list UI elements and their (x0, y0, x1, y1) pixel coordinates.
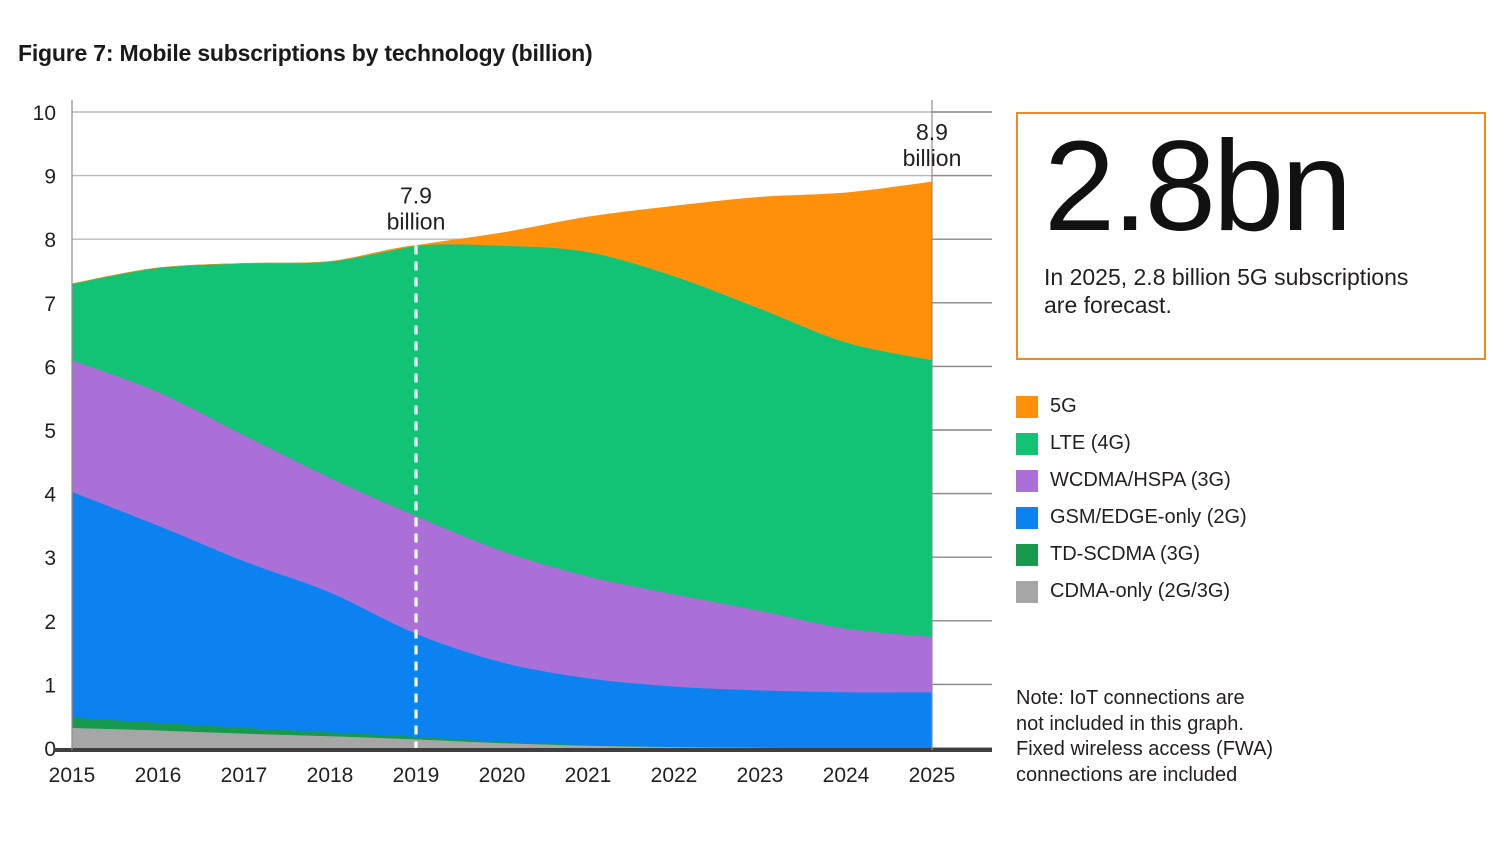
chart-legend: 5G LTE (4G) WCDMA/HSPA (3G) GSM/EDGE-only (… (1016, 388, 1486, 610)
annotation-2025-unit: billion (903, 145, 962, 171)
y-axis-tick-label: 2 (44, 611, 56, 634)
legend-item: GSM/EDGE-only (2G) (1016, 499, 1486, 536)
x-axis-tick-label: 2018 (307, 764, 354, 787)
x-axis-tick-label: 2017 (221, 764, 268, 787)
callout-box: 2.8bn In 2025, 2.8 billion 5G subscripti… (1016, 112, 1486, 360)
x-axis-tick-label: 2020 (479, 764, 526, 787)
chart-container: 0 1 2 3 4 5 6 7 8 9 10 2015 2016 2017 2018 2019 2020 202… (0, 88, 1010, 788)
annotation-2019-unit: billion (387, 209, 446, 235)
y-axis-tick-label: 8 (44, 229, 56, 252)
callout-figure: 2.8bn (1044, 115, 1352, 258)
note-line-2: not included in this graph. (1016, 712, 1244, 735)
y-axis-tick-label: 10 (33, 102, 56, 125)
legend-item-label: 5G (1050, 395, 1077, 417)
y-axis-tick-label: 3 (44, 547, 56, 570)
legend-item-label: TD-SCDMA (3G) (1050, 543, 1200, 565)
x-axis-tick-label: 2022 (651, 764, 698, 787)
chart-area-series (71, 181, 933, 749)
stacked-area-chart: 0 1 2 3 4 5 6 7 8 9 10 2015 2016 2017 2018 2019 2020 202… (33, 100, 992, 787)
y-axis-labels: 0 1 2 3 4 5 6 7 8 9 10 (33, 102, 57, 761)
legend-swatch-icon (1016, 395, 1038, 418)
x-axis-tick-label: 2016 (135, 764, 182, 787)
x-axis-tick-label: 2021 (565, 764, 612, 787)
legend-swatch-icon (1016, 580, 1038, 603)
x-axis-tick-label: 2024 (823, 764, 870, 787)
callout-description-line-1: In 2025, 2.8 billion 5G subscriptions (1044, 263, 1409, 290)
legend-item-label: WCDMA/HSPA (3G) (1050, 469, 1231, 491)
legend-item: 5G (1016, 388, 1486, 425)
y-axis-tick-label: 4 (44, 484, 56, 507)
right-column: 2.8bn In 2025, 2.8 billion 5G subscripti… (1016, 112, 1486, 360)
note-line-1: Note: IoT connections are (1016, 687, 1245, 709)
x-axis-tick-label: 2015 (49, 764, 96, 787)
x-axis-tick-label: 2025 (909, 764, 956, 787)
y-axis-tick-label: 6 (44, 356, 56, 379)
y-axis-tick-label: 0 (44, 738, 56, 761)
legend-item-label: LTE (4G) (1050, 432, 1131, 454)
callout-description: In 2025, 2.8 billion 5G subscriptions ar… (1044, 263, 1458, 321)
x-axis-tick-label: 2019 (393, 764, 440, 787)
y-axis-tick-label: 1 (44, 674, 56, 697)
legend-swatch-icon (1016, 432, 1038, 455)
legend-swatch-icon (1016, 543, 1038, 566)
legend-item-label: CDMA-only (2G/3G) (1050, 580, 1231, 602)
legend-item-label: GSM/EDGE-only (2G) (1050, 506, 1247, 528)
x-axis-labels: 2015 2016 2017 2018 2019 2020 2021 2022 2023 2024… (49, 764, 956, 787)
y-axis-tick-label: 9 (44, 166, 56, 189)
chart-note: Note: IoT connections are not included i… (1016, 686, 1346, 788)
annotation-2025-value: 8.9 (916, 119, 948, 145)
legend-item: LTE (4G) (1016, 425, 1486, 462)
legend-swatch-icon (1016, 469, 1038, 492)
legend-item: TD-SCDMA (3G) (1016, 536, 1486, 573)
chart-axis-lines (54, 100, 992, 752)
annotation-2019-value: 7.9 (400, 183, 432, 209)
note-line-3: Fixed wireless access (FWA) (1016, 738, 1274, 761)
legend-item: WCDMA/HSPA (3G) (1016, 462, 1486, 499)
x-axis-tick-label: 2023 (737, 764, 784, 787)
y-axis-tick-label: 7 (44, 293, 56, 316)
page-title: Figure 7: Mobile subscriptions by techno… (18, 40, 593, 66)
y-axis-tick-label: 5 (44, 420, 56, 443)
callout-description-line-2: are forecast. (1044, 292, 1172, 319)
legend-item: CDMA-only (2G/3G) (1016, 573, 1486, 610)
chart-tick-marks (932, 111, 992, 749)
legend-swatch-icon (1016, 506, 1038, 529)
note-line-4: connections are included (1016, 763, 1238, 786)
